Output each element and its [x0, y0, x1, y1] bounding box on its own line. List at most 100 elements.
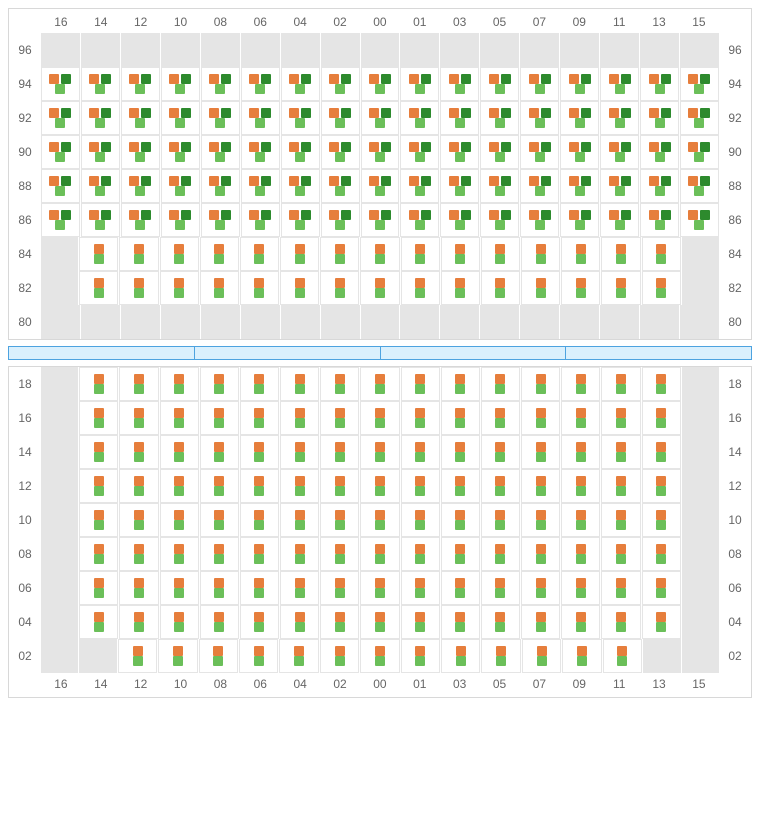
grid-cell[interactable] — [81, 135, 120, 169]
grid-cell[interactable] — [640, 33, 679, 67]
grid-cell[interactable] — [481, 537, 520, 571]
grid-cell[interactable] — [121, 67, 160, 101]
grid-cell[interactable] — [401, 237, 440, 271]
grid-cell[interactable] — [321, 203, 360, 237]
grid-cell[interactable] — [441, 271, 480, 305]
grid-cell[interactable] — [441, 537, 480, 571]
grid-cell[interactable] — [81, 33, 120, 67]
grid-cell[interactable] — [240, 271, 279, 305]
grid-cell[interactable] — [360, 401, 399, 435]
grid-cell[interactable] — [81, 305, 120, 339]
grid-cell[interactable] — [400, 101, 439, 135]
grid-cell[interactable] — [360, 605, 399, 639]
grid-cell[interactable] — [520, 135, 559, 169]
grid-cell[interactable] — [521, 469, 560, 503]
grid-cell[interactable] — [360, 271, 399, 305]
grid-cell[interactable] — [320, 503, 359, 537]
grid-cell[interactable] — [161, 203, 200, 237]
grid-cell[interactable] — [41, 401, 78, 435]
grid-cell[interactable] — [682, 271, 719, 305]
grid-cell[interactable] — [320, 639, 359, 673]
grid-cell[interactable] — [79, 435, 118, 469]
grid-cell[interactable] — [200, 271, 239, 305]
grid-cell[interactable] — [481, 503, 520, 537]
grid-cell[interactable] — [560, 101, 599, 135]
grid-cell[interactable] — [201, 33, 240, 67]
grid-cell[interactable] — [562, 639, 601, 673]
grid-cell[interactable] — [680, 67, 719, 101]
grid-cell[interactable] — [682, 469, 719, 503]
grid-cell[interactable] — [680, 203, 719, 237]
grid-cell[interactable] — [561, 435, 600, 469]
grid-cell[interactable] — [441, 401, 480, 435]
grid-cell[interactable] — [560, 67, 599, 101]
grid-cell[interactable] — [361, 33, 400, 67]
grid-cell[interactable] — [601, 435, 640, 469]
grid-cell[interactable] — [41, 101, 80, 135]
grid-cell[interactable] — [560, 33, 599, 67]
grid-cell[interactable] — [640, 305, 679, 339]
grid-cell[interactable] — [361, 203, 400, 237]
grid-cell[interactable] — [360, 537, 399, 571]
grid-cell[interactable] — [41, 203, 80, 237]
grid-cell[interactable] — [280, 271, 319, 305]
grid-cell[interactable] — [642, 237, 681, 271]
grid-cell[interactable] — [480, 101, 519, 135]
grid-cell[interactable] — [441, 571, 480, 605]
grid-cell[interactable] — [521, 503, 560, 537]
grid-cell[interactable] — [521, 401, 560, 435]
grid-cell[interactable] — [119, 605, 158, 639]
grid-cell[interactable] — [601, 537, 640, 571]
grid-cell[interactable] — [160, 435, 199, 469]
grid-cell[interactable] — [481, 605, 520, 639]
grid-cell[interactable] — [642, 401, 681, 435]
grid-cell[interactable] — [321, 135, 360, 169]
grid-cell[interactable] — [79, 537, 118, 571]
grid-cell[interactable] — [401, 571, 440, 605]
grid-cell[interactable] — [79, 401, 118, 435]
grid-cell[interactable] — [241, 101, 280, 135]
grid-cell[interactable] — [520, 305, 559, 339]
grid-cell[interactable] — [79, 237, 118, 271]
grid-cell[interactable] — [161, 67, 200, 101]
grid-cell[interactable] — [199, 639, 238, 673]
grid-cell[interactable] — [241, 135, 280, 169]
grid-cell[interactable] — [682, 401, 719, 435]
grid-cell[interactable] — [160, 571, 199, 605]
grid-cell[interactable] — [118, 639, 157, 673]
grid-cell[interactable] — [642, 367, 681, 401]
grid-cell[interactable] — [320, 469, 359, 503]
grid-cell[interactable] — [642, 469, 681, 503]
grid-cell[interactable] — [41, 367, 78, 401]
grid-cell[interactable] — [682, 639, 719, 673]
grid-cell[interactable] — [161, 305, 200, 339]
grid-cell[interactable] — [360, 571, 399, 605]
grid-cell[interactable] — [642, 271, 681, 305]
grid-cell[interactable] — [561, 401, 600, 435]
grid-cell[interactable] — [360, 367, 399, 401]
grid-cell[interactable] — [521, 571, 560, 605]
grid-cell[interactable] — [643, 639, 680, 673]
grid-cell[interactable] — [281, 203, 320, 237]
grid-cell[interactable] — [440, 33, 479, 67]
grid-cell[interactable] — [200, 401, 239, 435]
grid-cell[interactable] — [280, 237, 319, 271]
grid-cell[interactable] — [682, 367, 719, 401]
grid-cell[interactable] — [200, 367, 239, 401]
grid-cell[interactable] — [41, 469, 78, 503]
grid-cell[interactable] — [481, 271, 520, 305]
grid-cell[interactable] — [320, 271, 359, 305]
grid-cell[interactable] — [119, 537, 158, 571]
grid-cell[interactable] — [41, 67, 80, 101]
grid-cell[interactable] — [521, 605, 560, 639]
grid-cell[interactable] — [321, 33, 360, 67]
grid-cell[interactable] — [400, 33, 439, 67]
grid-cell[interactable] — [161, 101, 200, 135]
grid-cell[interactable] — [201, 169, 240, 203]
grid-cell[interactable] — [400, 305, 439, 339]
grid-cell[interactable] — [241, 169, 280, 203]
grid-cell[interactable] — [481, 469, 520, 503]
grid-cell[interactable] — [603, 639, 642, 673]
grid-cell[interactable] — [480, 203, 519, 237]
grid-cell[interactable] — [280, 537, 319, 571]
